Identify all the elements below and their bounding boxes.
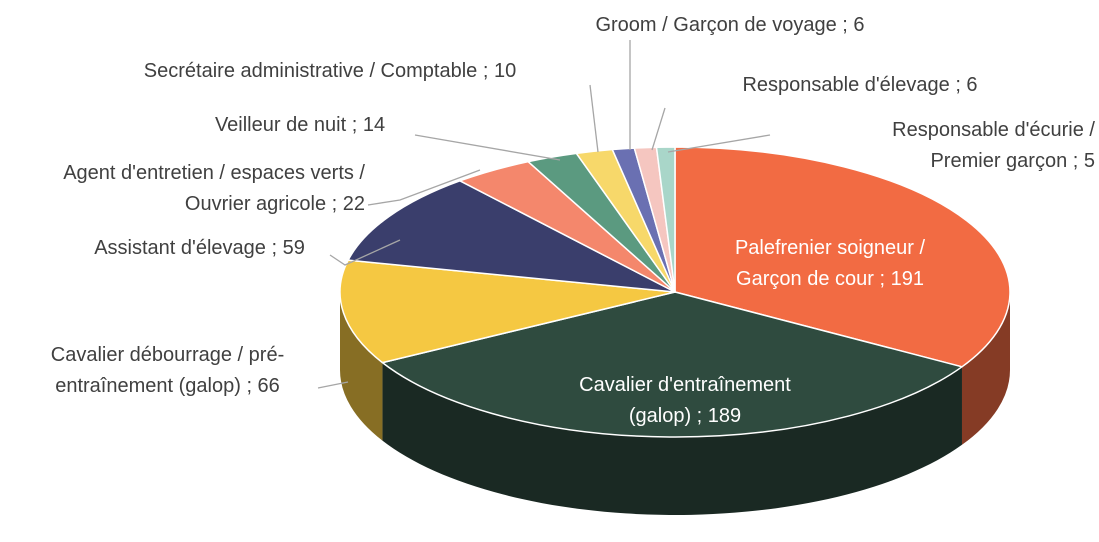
slice-side xyxy=(961,292,1010,445)
slice-label: Veilleur de nuit ; 14 xyxy=(214,114,386,136)
slice xyxy=(339,259,676,441)
leader-line xyxy=(589,84,599,153)
slice xyxy=(655,146,676,293)
slice-side xyxy=(382,362,962,515)
slice-label: Cavalier d'entraînement (galop) ; 189 xyxy=(579,374,791,427)
slice-label: Palefrenier soigneur / Garçon de cour ; … xyxy=(734,237,926,290)
slice-label: Assistant d'élevage ; 59 xyxy=(94,237,305,259)
slice-label: Agent d'entretien / espaces verts / Ouvr… xyxy=(63,162,365,215)
leader-line xyxy=(317,381,349,389)
leader-line xyxy=(651,107,666,151)
leader-line xyxy=(329,239,401,266)
leader-line xyxy=(414,134,561,161)
slice-label: Cavalier débourrage / pré-entraînement (… xyxy=(50,344,285,397)
slice-top xyxy=(674,146,1011,368)
slice xyxy=(347,180,676,293)
leader-line xyxy=(667,134,771,153)
slice-top xyxy=(655,146,676,293)
slice-top xyxy=(339,259,676,364)
slice xyxy=(674,146,1011,445)
leader-lines xyxy=(317,40,771,389)
slices xyxy=(339,146,1011,515)
leader-line xyxy=(367,169,481,206)
slice-label: Responsable d'écurie / Premier garçon ; … xyxy=(892,119,1095,172)
slice-label: Responsable d'élevage ; 6 xyxy=(742,74,978,96)
slice-label: Secrétaire administrative / Comptable ; … xyxy=(143,60,517,82)
slice-top xyxy=(347,180,676,293)
slice-label: Groom / Garçon de voyage ; 6 xyxy=(595,14,865,36)
